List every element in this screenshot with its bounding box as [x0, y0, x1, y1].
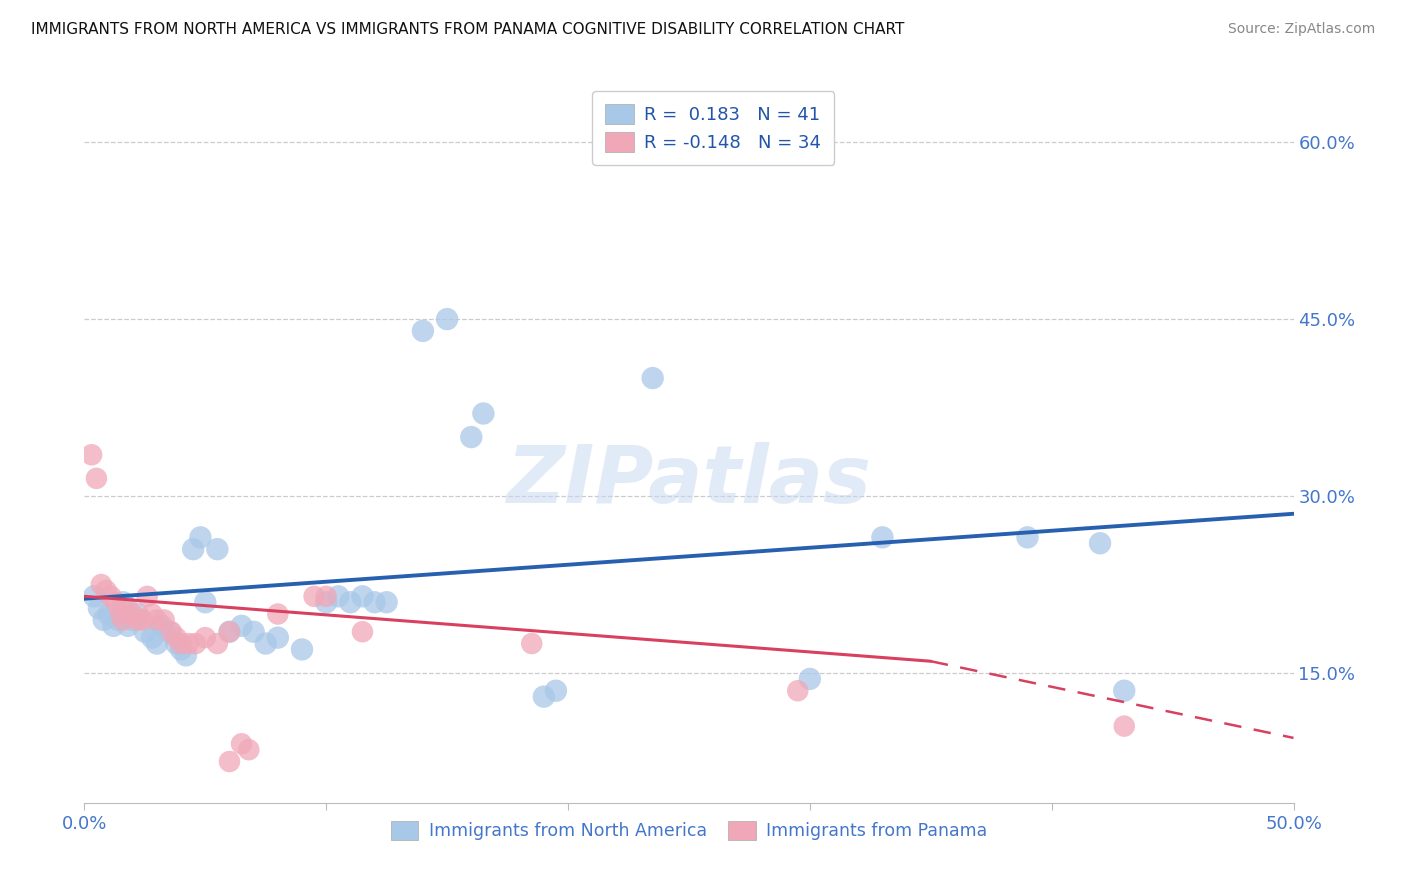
Point [218, 624, 240, 639]
Point [90, 577, 112, 591]
Point [291, 642, 314, 657]
Point [83, 590, 105, 604]
Point [544, 683, 567, 698]
Point [190, 530, 212, 544]
Point [150, 619, 173, 633]
Point [87, 601, 110, 615]
Point [165, 631, 187, 645]
Point [207, 636, 229, 650]
Point [165, 636, 187, 650]
Point [181, 542, 204, 557]
Point [238, 742, 260, 756]
Point [267, 607, 290, 621]
Point [80, 448, 103, 462]
Point [363, 595, 385, 609]
Point [1088, 536, 1111, 550]
Point [153, 613, 176, 627]
Point [136, 590, 159, 604]
Point [121, 607, 143, 621]
Point [231, 737, 253, 751]
Point [472, 407, 495, 421]
Point [872, 530, 894, 544]
Point [641, 371, 664, 385]
Point [157, 624, 180, 639]
Point [121, 613, 143, 627]
Point [141, 631, 163, 645]
Point [117, 619, 139, 633]
Point [302, 590, 325, 604]
Point [94, 583, 117, 598]
Point [352, 590, 374, 604]
Point [533, 690, 555, 704]
Point [177, 636, 200, 650]
Point [315, 595, 337, 609]
Point [254, 636, 277, 650]
Point [107, 613, 129, 627]
Point [242, 624, 264, 639]
Point [207, 542, 229, 557]
Point [339, 595, 361, 609]
Point [86, 471, 108, 485]
Point [97, 607, 120, 621]
Point [112, 613, 135, 627]
Point [146, 636, 169, 650]
Point [110, 607, 132, 621]
Point [160, 624, 183, 639]
Point [127, 613, 149, 627]
Point [170, 636, 193, 650]
Point [112, 595, 135, 609]
Point [93, 613, 115, 627]
Point [127, 607, 149, 621]
Point [1017, 530, 1039, 544]
Point [231, 619, 253, 633]
Point [267, 631, 290, 645]
Point [328, 590, 350, 604]
Text: Source: ZipAtlas.com: Source: ZipAtlas.com [1227, 22, 1375, 37]
Point [174, 648, 197, 663]
Point [117, 601, 139, 615]
Point [218, 755, 240, 769]
Point [799, 672, 821, 686]
Point [134, 624, 156, 639]
Legend: Immigrants from North America, Immigrants from Panama: Immigrants from North America, Immigrant… [382, 813, 995, 849]
Point [141, 607, 163, 621]
Point [460, 430, 482, 444]
Point [786, 683, 808, 698]
Point [184, 636, 207, 650]
Point [315, 590, 337, 604]
Point [218, 624, 240, 639]
Point [131, 613, 153, 627]
Point [194, 595, 217, 609]
Point [412, 324, 434, 338]
Point [1114, 683, 1136, 698]
Point [100, 590, 122, 604]
Point [1114, 719, 1136, 733]
Point [170, 642, 193, 657]
Text: IMMIGRANTS FROM NORTH AMERICA VS IMMIGRANTS FROM PANAMA COGNITIVE DISABILITY COR: IMMIGRANTS FROM NORTH AMERICA VS IMMIGRA… [31, 22, 904, 37]
Point [352, 624, 374, 639]
Point [375, 595, 398, 609]
Point [520, 636, 543, 650]
Point [436, 312, 458, 326]
Point [146, 613, 169, 627]
Text: ZIPatlas: ZIPatlas [506, 442, 872, 520]
Point [103, 619, 125, 633]
Point [104, 595, 127, 609]
Point [194, 631, 217, 645]
